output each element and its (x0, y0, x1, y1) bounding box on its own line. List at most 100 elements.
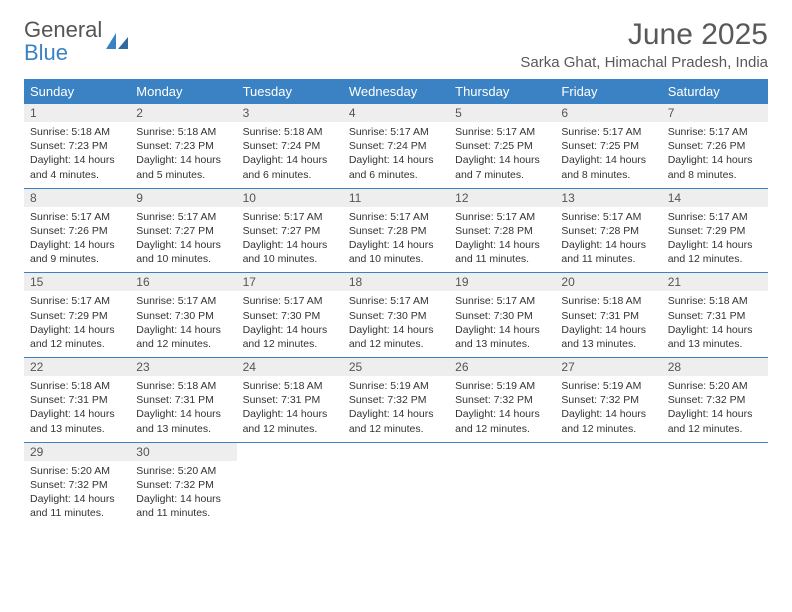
sunset-line: Sunset: 7:26 PM (668, 139, 762, 153)
day-info: Sunrise: 5:19 AMSunset: 7:32 PMDaylight:… (561, 379, 655, 436)
day-info: Sunrise: 5:18 AMSunset: 7:31 PMDaylight:… (136, 379, 230, 436)
daylight-line: Daylight: 14 hours and 10 minutes. (243, 238, 337, 266)
calendar-cell: 25Sunrise: 5:19 AMSunset: 7:32 PMDayligh… (343, 358, 449, 442)
calendar-cell: 22Sunrise: 5:18 AMSunset: 7:31 PMDayligh… (24, 358, 130, 442)
daylight-line: Daylight: 14 hours and 13 minutes. (30, 407, 124, 435)
daylight-line: Daylight: 14 hours and 10 minutes. (349, 238, 443, 266)
daylight-line: Daylight: 14 hours and 6 minutes. (243, 153, 337, 181)
sunrise-line: Sunrise: 5:17 AM (349, 210, 443, 224)
daylight-line: Daylight: 14 hours and 8 minutes. (668, 153, 762, 181)
day-info: Sunrise: 5:18 AMSunset: 7:24 PMDaylight:… (243, 125, 337, 182)
day-number: 20 (555, 273, 661, 291)
daylight-line: Daylight: 14 hours and 5 minutes. (136, 153, 230, 181)
day-header-tuesday: Tuesday (237, 79, 343, 104)
sunset-line: Sunset: 7:32 PM (136, 478, 230, 492)
day-number: 7 (662, 104, 768, 122)
sunrise-line: Sunrise: 5:20 AM (668, 379, 762, 393)
sunset-line: Sunset: 7:32 PM (455, 393, 549, 407)
sunset-line: Sunset: 7:32 PM (561, 393, 655, 407)
day-number: 17 (237, 273, 343, 291)
sunrise-line: Sunrise: 5:19 AM (455, 379, 549, 393)
calendar-cell: 12Sunrise: 5:17 AMSunset: 7:28 PMDayligh… (449, 189, 555, 273)
daylight-line: Daylight: 14 hours and 4 minutes. (30, 153, 124, 181)
sunset-line: Sunset: 7:30 PM (243, 309, 337, 323)
title-block: June 2025 Sarka Ghat, Himachal Pradesh, … (520, 18, 768, 71)
sunset-line: Sunset: 7:29 PM (668, 224, 762, 238)
day-info: Sunrise: 5:17 AMSunset: 7:26 PMDaylight:… (668, 125, 762, 182)
daylight-line: Daylight: 14 hours and 13 minutes. (455, 323, 549, 351)
daylight-line: Daylight: 14 hours and 12 minutes. (136, 323, 230, 351)
sunset-line: Sunset: 7:31 PM (561, 309, 655, 323)
daylight-line: Daylight: 14 hours and 13 minutes. (561, 323, 655, 351)
sunrise-line: Sunrise: 5:20 AM (30, 464, 124, 478)
sunset-line: Sunset: 7:31 PM (136, 393, 230, 407)
calendar-cell: 11Sunrise: 5:17 AMSunset: 7:28 PMDayligh… (343, 189, 449, 273)
sunrise-line: Sunrise: 5:17 AM (243, 210, 337, 224)
sunrise-line: Sunrise: 5:17 AM (349, 125, 443, 139)
day-info: Sunrise: 5:17 AMSunset: 7:30 PMDaylight:… (455, 294, 549, 351)
calendar-cell: 27Sunrise: 5:19 AMSunset: 7:32 PMDayligh… (555, 358, 661, 442)
day-number: 19 (449, 273, 555, 291)
sunrise-line: Sunrise: 5:18 AM (243, 379, 337, 393)
calendar-cell: 3 Sunrise: 5:18 AMSunset: 7:24 PMDaylight… (237, 104, 343, 188)
day-number: 14 (662, 189, 768, 207)
day-number: 3 (237, 104, 343, 122)
sunrise-line: Sunrise: 5:17 AM (455, 125, 549, 139)
calendar-week: 15Sunrise: 5:17 AMSunset: 7:29 PMDayligh… (24, 273, 768, 358)
day-number: 26 (449, 358, 555, 376)
day-number: 8 (24, 189, 130, 207)
calendar-body: 1Sunrise: 5:18 AMSunset: 7:23 PMDaylight… (24, 104, 768, 526)
calendar-cell: 15Sunrise: 5:17 AMSunset: 7:29 PMDayligh… (24, 273, 130, 357)
calendar: Sunday Monday Tuesday Wednesday Thursday… (24, 79, 768, 526)
day-info: Sunrise: 5:18 AMSunset: 7:23 PMDaylight:… (30, 125, 124, 182)
logo: General Blue (24, 18, 130, 64)
calendar-cell: 7 Sunrise: 5:17 AMSunset: 7:26 PMDaylight… (662, 104, 768, 188)
sunset-line: Sunset: 7:32 PM (30, 478, 124, 492)
calendar-week: 22Sunrise: 5:18 AMSunset: 7:31 PMDayligh… (24, 358, 768, 443)
calendar-week: 8Sunrise: 5:17 AMSunset: 7:26 PMDaylight… (24, 189, 768, 274)
sunrise-line: Sunrise: 5:17 AM (668, 125, 762, 139)
day-info: Sunrise: 5:18 AMSunset: 7:31 PMDaylight:… (561, 294, 655, 351)
calendar-week: 29Sunrise: 5:20 AMSunset: 7:32 PMDayligh… (24, 443, 768, 527)
day-number: 22 (24, 358, 130, 376)
sunset-line: Sunset: 7:31 PM (668, 309, 762, 323)
sunrise-line: Sunrise: 5:17 AM (243, 294, 337, 308)
sunrise-line: Sunrise: 5:18 AM (30, 125, 124, 139)
calendar-cell (662, 443, 768, 527)
day-info: Sunrise: 5:17 AMSunset: 7:25 PMDaylight:… (561, 125, 655, 182)
day-info: Sunrise: 5:17 AMSunset: 7:28 PMDaylight:… (561, 210, 655, 267)
daylight-line: Daylight: 14 hours and 11 minutes. (455, 238, 549, 266)
day-info: Sunrise: 5:20 AMSunset: 7:32 PMDaylight:… (668, 379, 762, 436)
sunrise-line: Sunrise: 5:18 AM (136, 125, 230, 139)
daylight-line: Daylight: 14 hours and 12 minutes. (349, 323, 443, 351)
day-number: 5 (449, 104, 555, 122)
day-number: 16 (130, 273, 236, 291)
calendar-cell: 4Sunrise: 5:17 AMSunset: 7:24 PMDaylight… (343, 104, 449, 188)
calendar-cell: 1Sunrise: 5:18 AMSunset: 7:23 PMDaylight… (24, 104, 130, 188)
sunrise-line: Sunrise: 5:20 AM (136, 464, 230, 478)
sunset-line: Sunset: 7:23 PM (136, 139, 230, 153)
sunset-line: Sunset: 7:32 PM (668, 393, 762, 407)
calendar-cell (343, 443, 449, 527)
sunrise-line: Sunrise: 5:17 AM (30, 210, 124, 224)
header: General Blue June 2025 Sarka Ghat, Himac… (24, 18, 768, 71)
sunset-line: Sunset: 7:24 PM (349, 139, 443, 153)
calendar-cell: 18Sunrise: 5:17 AMSunset: 7:30 PMDayligh… (343, 273, 449, 357)
daylight-line: Daylight: 14 hours and 11 minutes. (30, 492, 124, 520)
calendar-cell (449, 443, 555, 527)
day-info: Sunrise: 5:17 AMSunset: 7:28 PMDaylight:… (455, 210, 549, 267)
day-header-row: Sunday Monday Tuesday Wednesday Thursday… (24, 79, 768, 104)
calendar-cell: 14Sunrise: 5:17 AMSunset: 7:29 PMDayligh… (662, 189, 768, 273)
calendar-cell: 21Sunrise: 5:18 AMSunset: 7:31 PMDayligh… (662, 273, 768, 357)
day-header-wednesday: Wednesday (343, 79, 449, 104)
calendar-cell: 16Sunrise: 5:17 AMSunset: 7:30 PMDayligh… (130, 273, 236, 357)
day-info: Sunrise: 5:18 AMSunset: 7:31 PMDaylight:… (243, 379, 337, 436)
sunset-line: Sunset: 7:23 PM (30, 139, 124, 153)
day-info: Sunrise: 5:17 AMSunset: 7:28 PMDaylight:… (349, 210, 443, 267)
day-number: 29 (24, 443, 130, 461)
day-header-sunday: Sunday (24, 79, 130, 104)
calendar-cell: 6Sunrise: 5:17 AMSunset: 7:25 PMDaylight… (555, 104, 661, 188)
daylight-line: Daylight: 14 hours and 10 minutes. (136, 238, 230, 266)
calendar-cell: 13Sunrise: 5:17 AMSunset: 7:28 PMDayligh… (555, 189, 661, 273)
calendar-cell (237, 443, 343, 527)
